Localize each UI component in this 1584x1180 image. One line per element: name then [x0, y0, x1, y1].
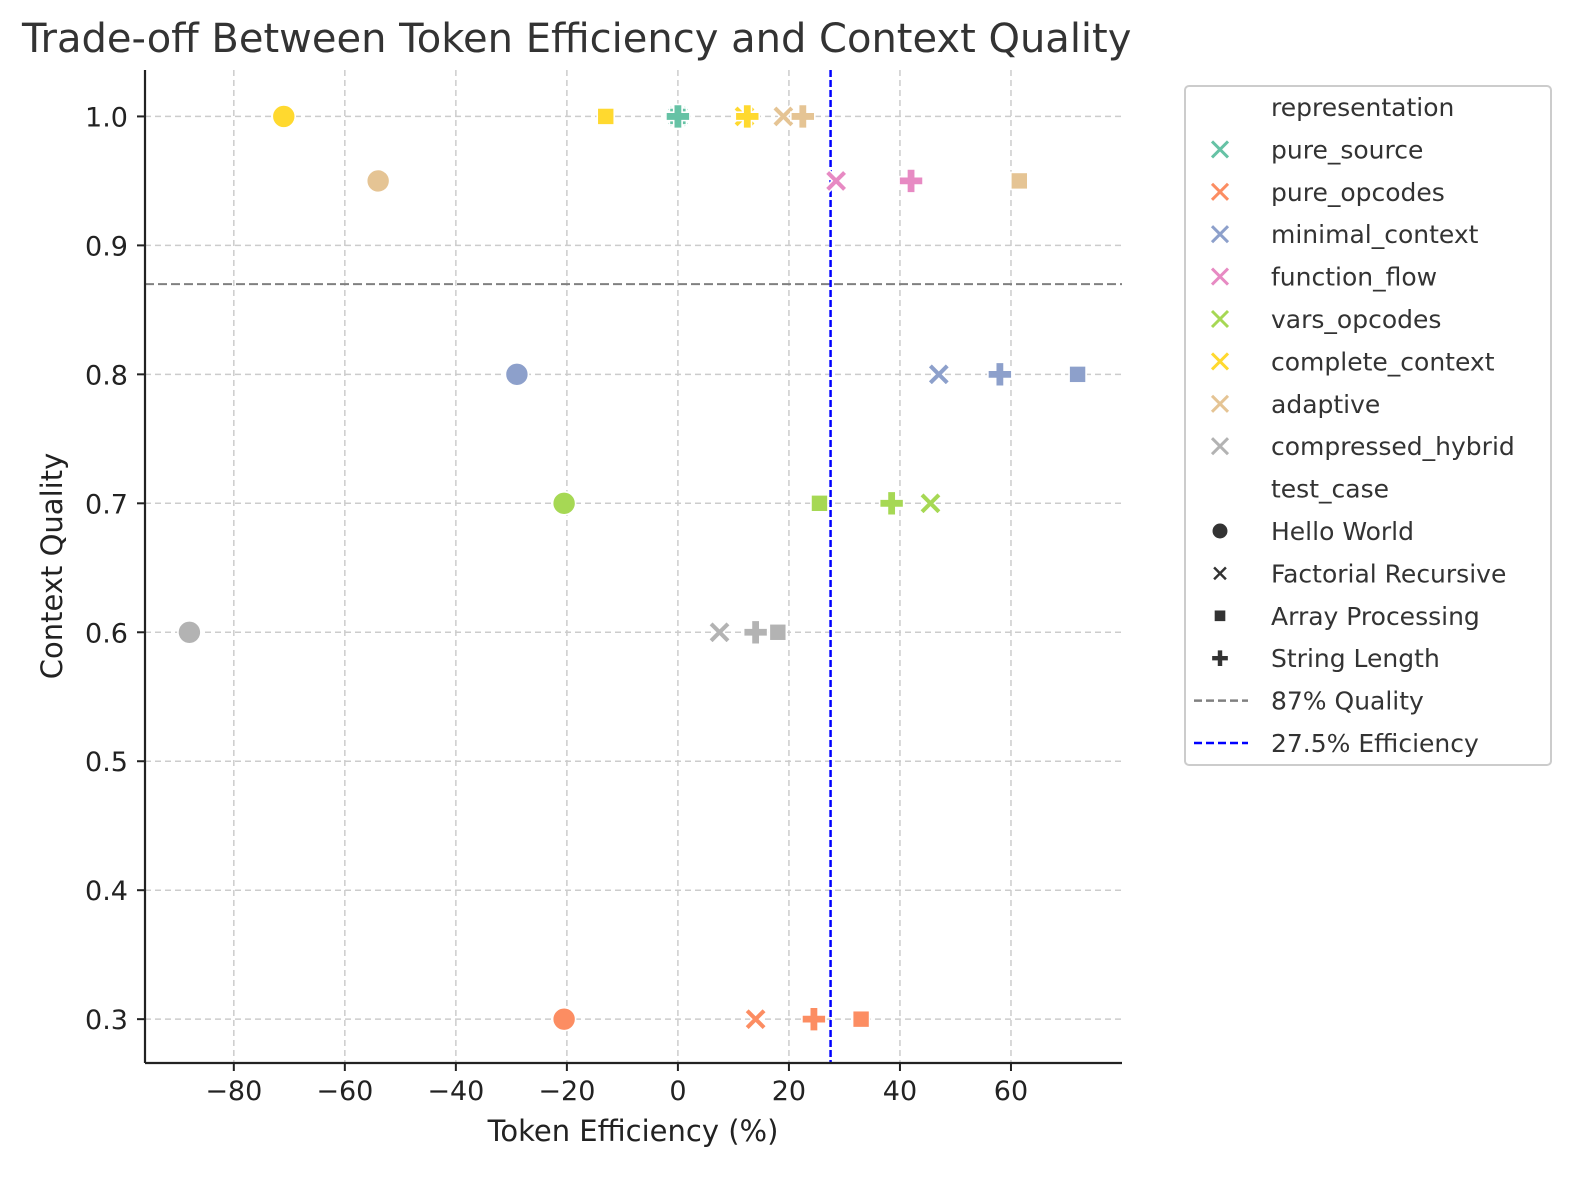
x-tick-label: −40 [427, 1076, 484, 1107]
data-point [851, 1009, 871, 1029]
data-point [918, 491, 943, 516]
x-tick-label: 40 [883, 1076, 917, 1107]
data-point [768, 622, 788, 642]
y-tick-label: 0.8 [85, 360, 128, 391]
data-point [734, 103, 761, 130]
legend-item-function_flow: function_flow [1271, 263, 1437, 292]
data-point [771, 104, 796, 129]
legend-box [1184, 85, 1552, 766]
data-point [665, 103, 691, 130]
legend-item-test-case: Array Processing [1271, 602, 1480, 631]
legend-swatch [1210, 437, 1230, 456]
legend-swatch [1210, 352, 1230, 371]
legend-swatch [1210, 521, 1230, 541]
legend-item-pure_source: pure_source [1271, 135, 1423, 164]
legend-swatch [1210, 309, 1230, 329]
x-tick-label: −60 [316, 1076, 373, 1107]
y-tick-label: 0.5 [85, 747, 128, 778]
chart-title: Trade-off Between Token Efficiency and C… [21, 16, 1131, 62]
x-tick-label: 60 [994, 1076, 1028, 1107]
legend-item-complete_context: complete_context [1271, 347, 1495, 376]
data-points [177, 103, 1087, 1032]
data-point [926, 362, 951, 387]
legend-x-stroke [1210, 352, 1230, 371]
x-tick-label: 20 [772, 1076, 806, 1107]
y-tick-label: 0.6 [85, 618, 128, 649]
data-point [596, 107, 616, 126]
legend-item-vars_opcodes: vars_opcodes [1271, 305, 1441, 334]
data-point [790, 103, 816, 130]
legend-x-stroke [1210, 437, 1230, 456]
legend-swatch [1210, 394, 1230, 413]
y-tick-label: 0.4 [85, 876, 128, 907]
legend-item-test-case: String Length [1271, 644, 1440, 673]
legend-item-minimal_context: minimal_context [1271, 220, 1479, 249]
legend-x-stroke [1210, 182, 1230, 201]
x-tick-label: −80 [205, 1076, 262, 1107]
legend-item-reference-line: 27.5% Efficiency [1271, 729, 1479, 758]
legend-swatch [1210, 564, 1230, 583]
y-tick-label: 0.3 [85, 1005, 128, 1036]
legend-item-adaptive: adaptive [1271, 390, 1380, 419]
data-point [878, 490, 905, 517]
data-point [707, 620, 732, 645]
data-point [271, 104, 297, 129]
data-point [743, 1007, 768, 1032]
data-point [365, 168, 391, 194]
legend-x-stroke [1210, 140, 1230, 159]
data-point [504, 362, 530, 387]
legend-x-stroke [1210, 267, 1230, 286]
legend-item-compressed_hybrid: compressed_hybrid [1271, 432, 1515, 461]
y-tick-label: 1.0 [85, 102, 128, 133]
legend-item-pure_opcodes: pure_opcodes [1271, 178, 1445, 207]
data-point [551, 491, 577, 516]
legend-title-representation: representation [1271, 93, 1454, 122]
x-axis-label: Token Efficiency (%) [487, 1114, 779, 1148]
legend-x-stroke [1210, 394, 1230, 413]
legend-swatch [1210, 140, 1230, 159]
y-axis-label: Context Quality [35, 453, 69, 679]
data-point [177, 619, 202, 645]
data-point [898, 168, 924, 194]
legend-swatch [1210, 182, 1230, 201]
data-point [1068, 365, 1087, 384]
grid [145, 70, 1122, 1063]
data-point [1010, 171, 1029, 191]
legend-x-stroke [1210, 309, 1230, 329]
data-point [801, 1006, 827, 1032]
data-point [987, 361, 1013, 388]
legend: representation pure_source pure_opcodesmin… [1184, 85, 1552, 766]
axes [143, 70, 1122, 1065]
x-tick-label: 0 [669, 1076, 686, 1107]
legend-swatch [1210, 648, 1230, 668]
y-tick-label: 0.9 [85, 231, 128, 262]
ticks: −80 −60 −40 −20 0 20 40 60 0.3 0.4 0.5 0.6 0.7 0.8 0.9… [85, 102, 1028, 1107]
legend-item-test-case: Hello World [1271, 517, 1414, 546]
legend-x-stroke [1210, 225, 1230, 244]
data-point [551, 1006, 577, 1032]
legend-item-test-case: Factorial Recursive [1271, 559, 1506, 588]
y-tick-label: 0.7 [85, 489, 128, 520]
data-point [810, 494, 829, 513]
data-point [823, 168, 849, 194]
legend-swatch [1210, 225, 1230, 244]
legend-item-reference-line: 87% Quality [1271, 687, 1424, 716]
legend-swatch [1213, 608, 1227, 623]
legend-title-test-case: test_case [1271, 475, 1389, 504]
legend-swatch [1210, 267, 1230, 286]
data-point [742, 619, 769, 646]
x-tick-label: −20 [538, 1076, 595, 1107]
reference-lines [145, 70, 1122, 1063]
